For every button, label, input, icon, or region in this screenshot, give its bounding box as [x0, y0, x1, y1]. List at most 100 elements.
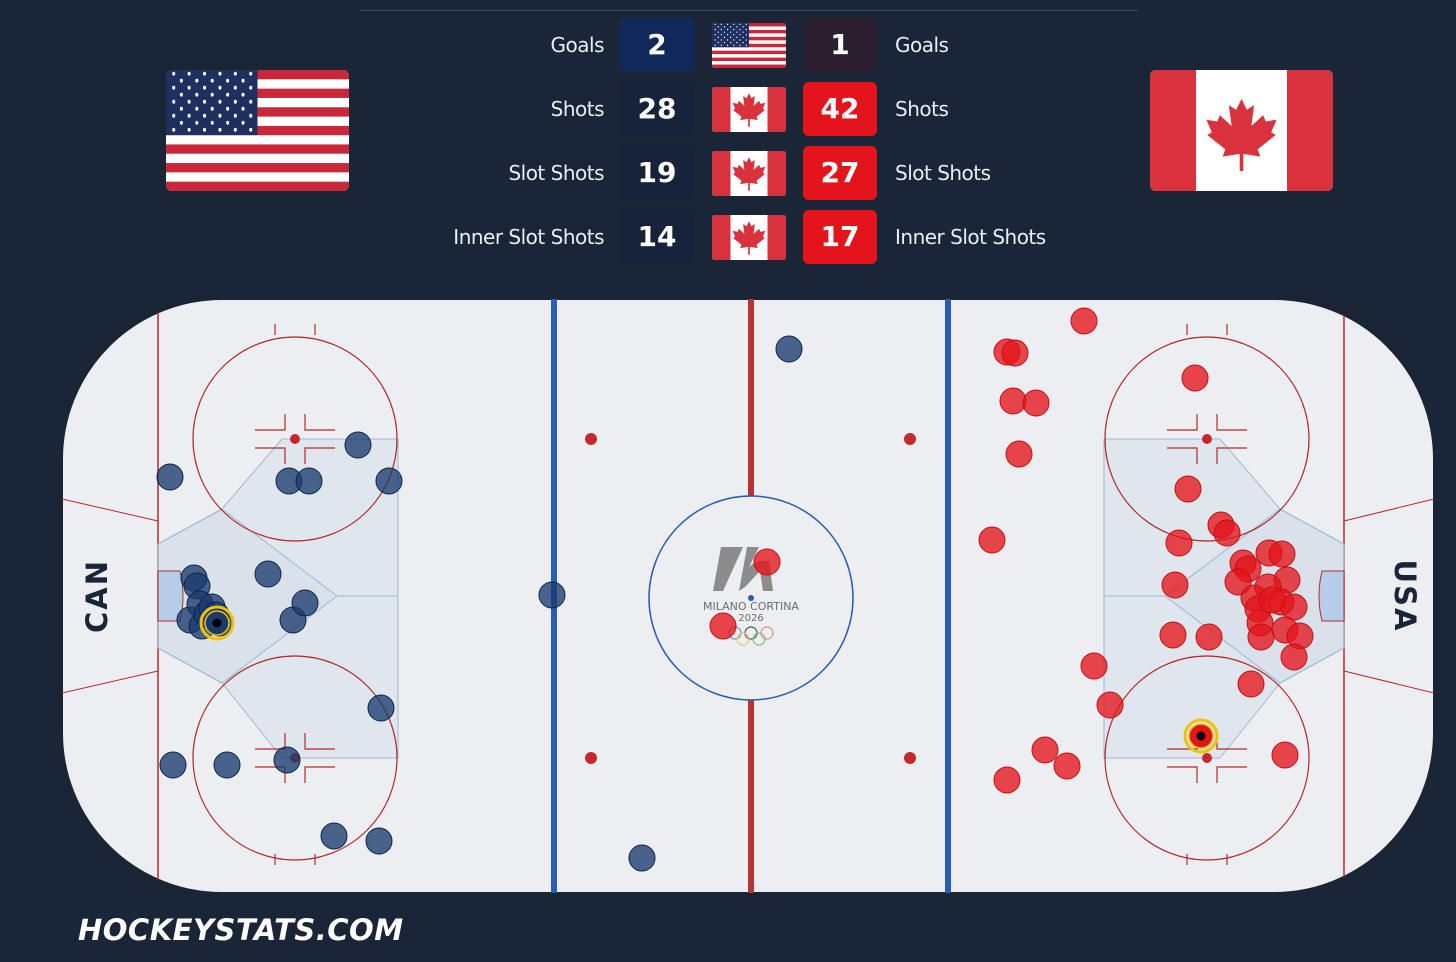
flag-star [233, 85, 237, 90]
canada-shot-marker [1053, 752, 1081, 780]
flag-star [720, 34, 722, 36]
flag-star [210, 92, 214, 97]
logo-text-line1: MILANO CORTINA [703, 600, 799, 613]
flag-star [218, 127, 222, 132]
canada-shot-marker [1005, 440, 1033, 468]
flag-star [210, 106, 214, 111]
stat-label-can: Goals [895, 33, 949, 57]
flag-star [241, 120, 245, 125]
usa-shot-marker [273, 746, 301, 774]
canada-flag-icon [712, 215, 786, 260]
flag-star [733, 28, 735, 31]
can-shots-value: 42 [803, 82, 877, 136]
usa-shot-marker [344, 431, 372, 459]
can-goals-value: 1 [803, 18, 877, 72]
usa-inner-slot-shots-value: 14 [620, 210, 694, 264]
flag-star [172, 85, 176, 90]
canada-shot-marker [1031, 736, 1059, 764]
flag-star [249, 71, 253, 76]
flag-star [742, 36, 744, 39]
canada-shot-marker [753, 548, 781, 576]
flag-star [736, 36, 738, 39]
usa-shot-marker [254, 560, 282, 588]
flag-star [249, 127, 253, 132]
end-label-right: USA [1388, 560, 1422, 633]
flag-star [226, 78, 230, 83]
flag-star [226, 92, 230, 97]
flag-star [241, 92, 245, 97]
flag-star [733, 39, 735, 41]
canada-shot-marker [999, 387, 1027, 415]
canada-shot-marker [993, 766, 1021, 794]
flag-star [723, 26, 726, 28]
canada-shot-marker [1195, 623, 1223, 651]
flag-star [202, 71, 207, 76]
canada-shot-marker [1280, 643, 1308, 671]
canada-shot-marker [1213, 519, 1241, 547]
flag-star [739, 39, 741, 41]
flag-star [226, 106, 230, 111]
rink-shot-map: MILANO CORTINA 2026 CAN USA [61, 298, 1435, 894]
usa-shot-marker [213, 751, 241, 779]
flag-star [233, 127, 237, 132]
flag-star [249, 99, 253, 104]
flag-star [723, 31, 726, 33]
flag-star [717, 36, 719, 39]
stat-row-inner-slot-shots: Inner Slot Shots 14 17 Inner Slot Shots [0, 210, 1456, 264]
stat-label-can: Shots [895, 97, 949, 121]
stat-label-usa: Shots [550, 97, 605, 121]
flag-star [714, 34, 716, 36]
usa-shot-marker [538, 581, 566, 609]
canada-shot-marker [1080, 652, 1108, 680]
flag-star [179, 120, 183, 125]
canada-shot-marker [1022, 389, 1050, 417]
usa-flag-icon [166, 70, 349, 191]
flag-star [187, 113, 191, 118]
flag-star [195, 120, 199, 125]
flag-star [739, 28, 741, 31]
end-label-left: CAN [80, 559, 114, 633]
flag-star [717, 41, 719, 44]
canada-shot-marker [1181, 364, 1209, 392]
usa-shot-marker [156, 463, 184, 491]
flag-star [202, 113, 207, 118]
flag-star [730, 36, 732, 39]
flag-star [723, 41, 726, 44]
can-inner-slot-shots-value: 17 [803, 210, 877, 264]
stat-row-shots: Shots 28 42 Shots [0, 82, 1456, 136]
usa-goal-marker [199, 605, 235, 641]
usa-shot-marker [291, 589, 319, 617]
flag-star [195, 106, 199, 111]
flag-star [742, 41, 744, 44]
usa-shot-marker [375, 467, 403, 495]
flag-star [726, 34, 729, 36]
usa-shot-marker [159, 751, 187, 779]
flag-star [736, 26, 738, 28]
flag-star [736, 41, 738, 44]
flag-star [172, 99, 176, 104]
flag-star [241, 78, 245, 83]
flag-star [218, 113, 222, 118]
flag-star [218, 71, 222, 76]
usa-shot-marker [775, 335, 803, 363]
flag-star [714, 44, 716, 46]
flag-star [210, 120, 214, 125]
flag-star [726, 39, 729, 41]
canada-shot-marker [1271, 741, 1299, 769]
flag-star [745, 28, 747, 31]
canada-shot-marker [1096, 691, 1124, 719]
flag-star [218, 99, 222, 104]
usa-shot-marker [365, 827, 393, 855]
canada-shot-marker [1174, 475, 1202, 503]
rink-markings [62, 299, 1434, 893]
flag-star [195, 78, 199, 83]
flag-star [187, 71, 191, 76]
canada-shot-marker [1237, 670, 1265, 698]
flag-star [714, 28, 716, 31]
flag-star [726, 23, 729, 26]
flag-star [733, 44, 735, 46]
flag-star [249, 113, 253, 118]
stat-label-can: Inner Slot Shots [895, 225, 1046, 249]
flag-star [742, 26, 744, 28]
canada-flag-icon [712, 151, 786, 196]
